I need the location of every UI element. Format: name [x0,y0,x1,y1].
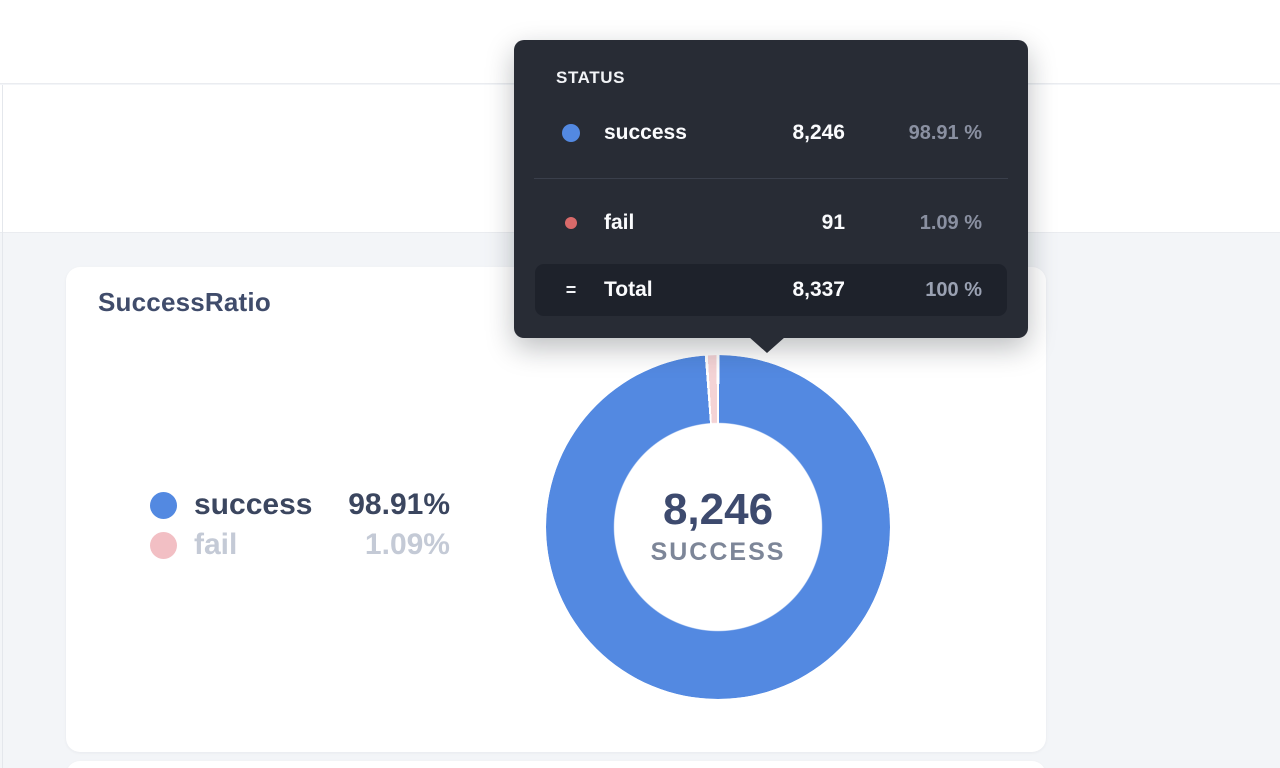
tooltip-total-value: 8,337 [792,278,845,301]
tooltip-percent: 98.91 % [908,121,982,144]
legend-item-fail[interactable]: fail 1.09% [150,525,450,565]
tooltip-value: 8,246 [792,121,845,144]
next-card-top-edge [66,761,1046,768]
success-legend-dot-icon [150,491,177,519]
donut-chart[interactable]: 8,246 SUCCESS [546,355,890,699]
tooltip-value: 91 [821,211,845,234]
tooltip-percent: 1.09 % [919,211,982,234]
tooltip-divider [534,178,1008,179]
tooltip-total-percent: 100 % [925,278,982,301]
legend-label: success [194,488,313,521]
tooltip-total-label: Total [604,278,653,301]
marker-cell [556,217,586,229]
tooltip-label: success [604,121,687,144]
success-dot-icon [562,124,580,142]
tooltip-total-row: = Total 8,337 100 % [535,264,1007,316]
tooltip-series-title: STATUS [556,68,626,87]
tooltip-label: fail [604,211,635,234]
fail-legend-dot-icon [150,531,177,559]
tooltip-row-success: success 8,246 98.91 % [514,110,1028,156]
success-ratio-card: SuccessRatio success 98.91% fail 1.09% 8… [66,267,1046,752]
legend-label: fail [194,528,238,561]
equals-icon: = [565,279,577,300]
tooltip-arrow-icon [749,337,785,353]
tooltip-row-fail: fail 91 1.09 % [514,201,1028,245]
chart-legend: success 98.91% fail 1.09% [150,485,450,565]
fail-dot-icon [565,217,577,229]
legend-item-success[interactable]: success 98.91% [150,485,450,525]
donut-ring[interactable] [546,355,890,699]
chart-tooltip: STATUS success 8,246 98.91 % fail 91 1.0… [514,40,1028,353]
marker-cell [556,124,586,142]
legend-percentage: 98.91% [348,488,450,521]
card-title: SuccessRatio [98,287,271,317]
legend-percentage: 1.09% [364,528,450,561]
content-left-border [2,85,3,768]
